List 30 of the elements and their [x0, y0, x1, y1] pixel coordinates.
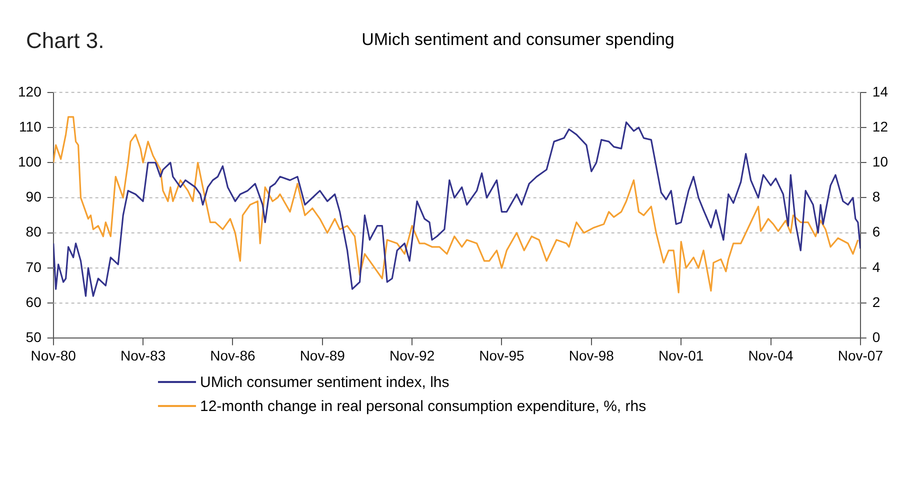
y-tick-label: 110: [19, 118, 42, 134]
y2-tick-label: 6: [872, 224, 880, 240]
x-tick-label: Nov-92: [389, 347, 435, 364]
y2-tick-label: 12: [872, 118, 888, 134]
y2-tick-label: 2: [872, 294, 880, 310]
x-tick-label: Nov-83: [120, 347, 166, 364]
x-tick-label: Nov-89: [300, 347, 346, 364]
y2-tick-label: 14: [872, 83, 888, 100]
y-tick-label: 100: [18, 153, 42, 170]
y2-tick-label: 10: [872, 153, 888, 170]
x-tick-label: Nov-07: [838, 347, 884, 364]
x-tick-label: Nov-98: [568, 347, 614, 364]
chart-title: UMich sentiment and consumer spending: [360, 30, 676, 50]
x-tick-label: Nov-04: [748, 347, 794, 364]
x-tick-label: Nov-80: [30, 347, 76, 364]
y-tick-label: 60: [26, 294, 42, 310]
y2-tick-label: 8: [872, 188, 880, 205]
y2-tick-label: 0: [872, 329, 880, 346]
x-tick-label: Nov-95: [479, 347, 525, 364]
y-tick-label: 50: [26, 329, 42, 346]
y-tick-label: 120: [18, 83, 42, 100]
x-tick-label: Nov-01: [658, 347, 704, 364]
x-tick-label: Nov-86: [210, 347, 256, 364]
legend-label: 12-month change in real personal consumption expenditure, %, rhs: [200, 398, 646, 414]
y-tick-label: 90: [26, 188, 42, 205]
y-tick-label: 70: [26, 258, 42, 275]
caption: Chart 3.: [26, 28, 104, 54]
y-tick-label: 80: [26, 224, 42, 240]
legend-label: UMich consumer sentiment index, lhs: [200, 374, 450, 390]
y2-tick-label: 4: [872, 258, 880, 275]
